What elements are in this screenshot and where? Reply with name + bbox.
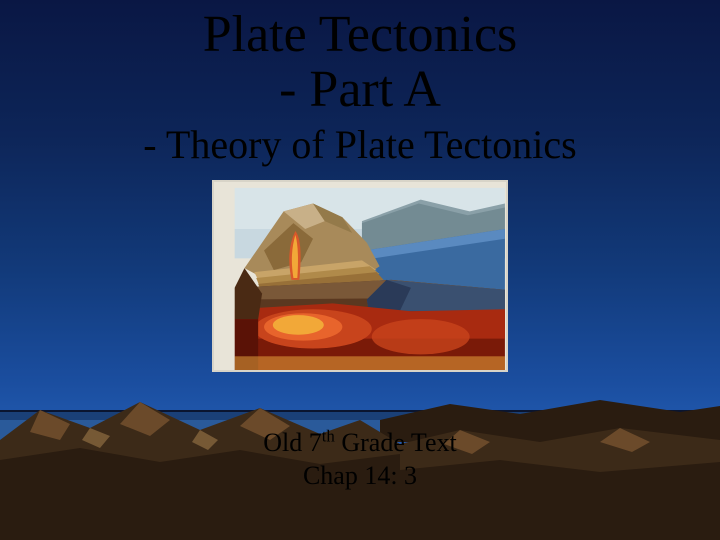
footer-line-2: Chap 14: 3 bbox=[0, 460, 720, 493]
footer-text: Old 7th Grade Text Chap 14: 3 bbox=[0, 425, 720, 492]
slide-subtitle: - Theory of Plate Tectonics bbox=[0, 121, 720, 168]
tectonics-diagram bbox=[212, 180, 508, 372]
footer-line-1: Old 7th Grade Text bbox=[263, 428, 457, 457]
title-line-2: - Part A bbox=[279, 61, 441, 118]
footer-suffix: Grade Text bbox=[335, 428, 457, 457]
slide: Plate Tectonics - Part A - Theory of Pla… bbox=[0, 0, 720, 540]
tectonics-diagram-svg bbox=[214, 182, 506, 370]
horizon-line bbox=[0, 410, 720, 412]
slide-title: Plate Tectonics - Part A bbox=[0, 0, 720, 117]
footer-prefix: Old 7 bbox=[263, 428, 322, 457]
footer-sup: th bbox=[322, 426, 335, 445]
title-line-1: Plate Tectonics bbox=[203, 6, 518, 63]
